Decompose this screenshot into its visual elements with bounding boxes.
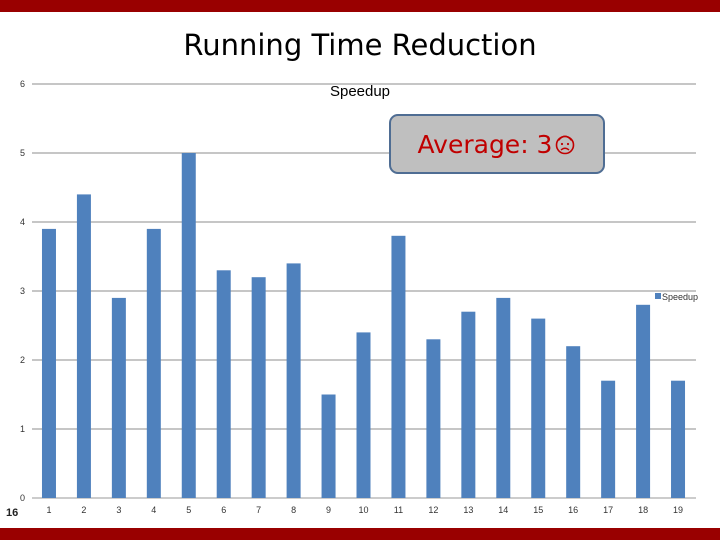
x-tick-label: 12 <box>428 505 438 515</box>
y-tick-label: 0 <box>20 493 25 503</box>
y-tick-label: 4 <box>20 217 25 227</box>
chart-title: Speedup <box>330 83 390 100</box>
bar-1 <box>41 228 56 498</box>
x-tick-label: 19 <box>673 505 683 515</box>
chart-legend: Speedup <box>655 292 698 302</box>
bar-7 <box>251 277 266 498</box>
callout-text-row: Average: 3 <box>391 130 603 162</box>
bottom-accent-bar <box>0 528 720 540</box>
slide-title: Running Time Reduction <box>183 28 537 62</box>
x-tick-label: 16 <box>568 505 578 515</box>
bar-6 <box>216 270 231 498</box>
bar-8 <box>286 263 301 498</box>
x-tick-label: 11 <box>394 505 403 515</box>
bar-18 <box>636 304 651 498</box>
bar-13 <box>461 311 476 498</box>
bar-16 <box>566 346 581 498</box>
x-tick-label: 13 <box>463 505 473 515</box>
x-tick-label: 10 <box>358 505 368 515</box>
x-tick-label: 3 <box>116 505 121 515</box>
chart-y-ticks: 0 1 2 3 4 5 6 <box>20 79 25 503</box>
y-tick-label: 3 <box>20 286 25 296</box>
average-callout: Average: 3 <box>389 114 605 174</box>
x-tick-label: 5 <box>186 505 191 515</box>
bar-17 <box>601 380 616 498</box>
x-tick-label: 17 <box>603 505 613 515</box>
slide-number: 16 <box>6 507 19 519</box>
bar-10 <box>356 332 371 498</box>
x-tick-label: 15 <box>533 505 543 515</box>
y-tick-label: 5 <box>20 148 25 158</box>
bar-12 <box>426 339 441 498</box>
bar-2 <box>76 194 91 498</box>
frowning-face-icon <box>554 130 576 162</box>
average-label: Average: 3 <box>417 130 553 159</box>
x-tick-label: 14 <box>498 505 508 515</box>
x-tick-label: 18 <box>638 505 648 515</box>
bar-19 <box>671 380 686 498</box>
x-tick-label: 1 <box>46 505 51 515</box>
bar-9 <box>321 394 336 498</box>
y-tick-label: 2 <box>20 355 25 365</box>
bar-15 <box>531 318 546 498</box>
x-tick-label: 6 <box>221 505 226 515</box>
bar-5 <box>181 153 196 498</box>
x-tick-label: 8 <box>291 505 296 515</box>
bar-14 <box>496 297 511 498</box>
bar-11 <box>391 235 406 499</box>
y-tick-label: 6 <box>20 79 25 89</box>
x-tick-label: 9 <box>326 505 331 515</box>
chart-x-ticks: 1 2 3 4 5 6 7 8 9 10 11 12 13 14 15 16 17 18 19 <box>46 505 683 515</box>
x-tick-label: 7 <box>256 505 261 515</box>
y-tick-label: 1 <box>20 424 25 434</box>
x-tick-label: 2 <box>81 505 86 515</box>
top-accent-bar <box>0 0 720 12</box>
legend-label: Speedup <box>662 292 698 302</box>
legend-swatch <box>655 293 661 299</box>
x-tick-label: 4 <box>151 505 156 515</box>
chart-bars <box>41 153 686 499</box>
bar-4 <box>146 228 161 498</box>
bar-3 <box>111 297 126 498</box>
